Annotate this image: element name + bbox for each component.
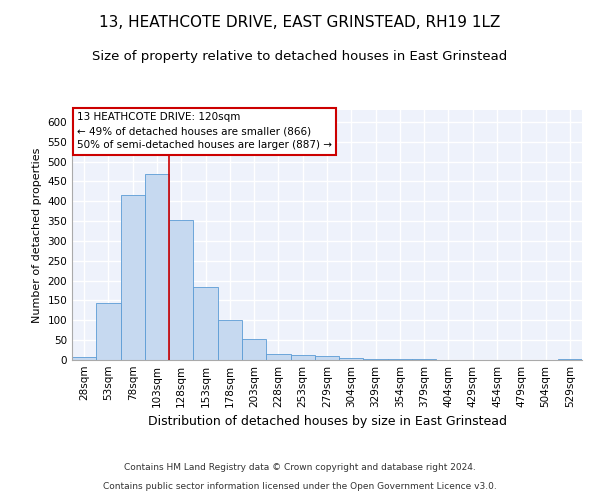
Y-axis label: Number of detached properties: Number of detached properties — [32, 148, 42, 322]
Text: 13, HEATHCOTE DRIVE, EAST GRINSTEAD, RH19 1LZ: 13, HEATHCOTE DRIVE, EAST GRINSTEAD, RH1… — [100, 15, 500, 30]
Text: Contains public sector information licensed under the Open Government Licence v3: Contains public sector information licen… — [103, 482, 497, 491]
Bar — [315, 356, 339, 360]
Text: Contains HM Land Registry data © Crown copyright and database right 2024.: Contains HM Land Registry data © Crown c… — [124, 464, 476, 472]
Bar — [339, 358, 364, 360]
Bar — [193, 286, 218, 360]
Text: 13 HEATHCOTE DRIVE: 120sqm
← 49% of detached houses are smaller (866)
50% of sem: 13 HEATHCOTE DRIVE: 120sqm ← 49% of deta… — [77, 112, 332, 150]
Bar — [388, 359, 412, 360]
Bar — [558, 359, 582, 360]
X-axis label: Distribution of detached houses by size in East Grinstead: Distribution of detached houses by size … — [148, 416, 506, 428]
Bar — [218, 320, 242, 360]
Bar — [242, 339, 266, 360]
Bar — [72, 357, 96, 360]
Bar — [364, 359, 388, 360]
Bar — [96, 304, 121, 360]
Bar — [169, 220, 193, 360]
Text: Size of property relative to detached houses in East Grinstead: Size of property relative to detached ho… — [92, 50, 508, 63]
Bar — [121, 196, 145, 360]
Bar — [290, 355, 315, 360]
Bar — [145, 174, 169, 360]
Bar — [266, 354, 290, 360]
Bar — [412, 359, 436, 360]
